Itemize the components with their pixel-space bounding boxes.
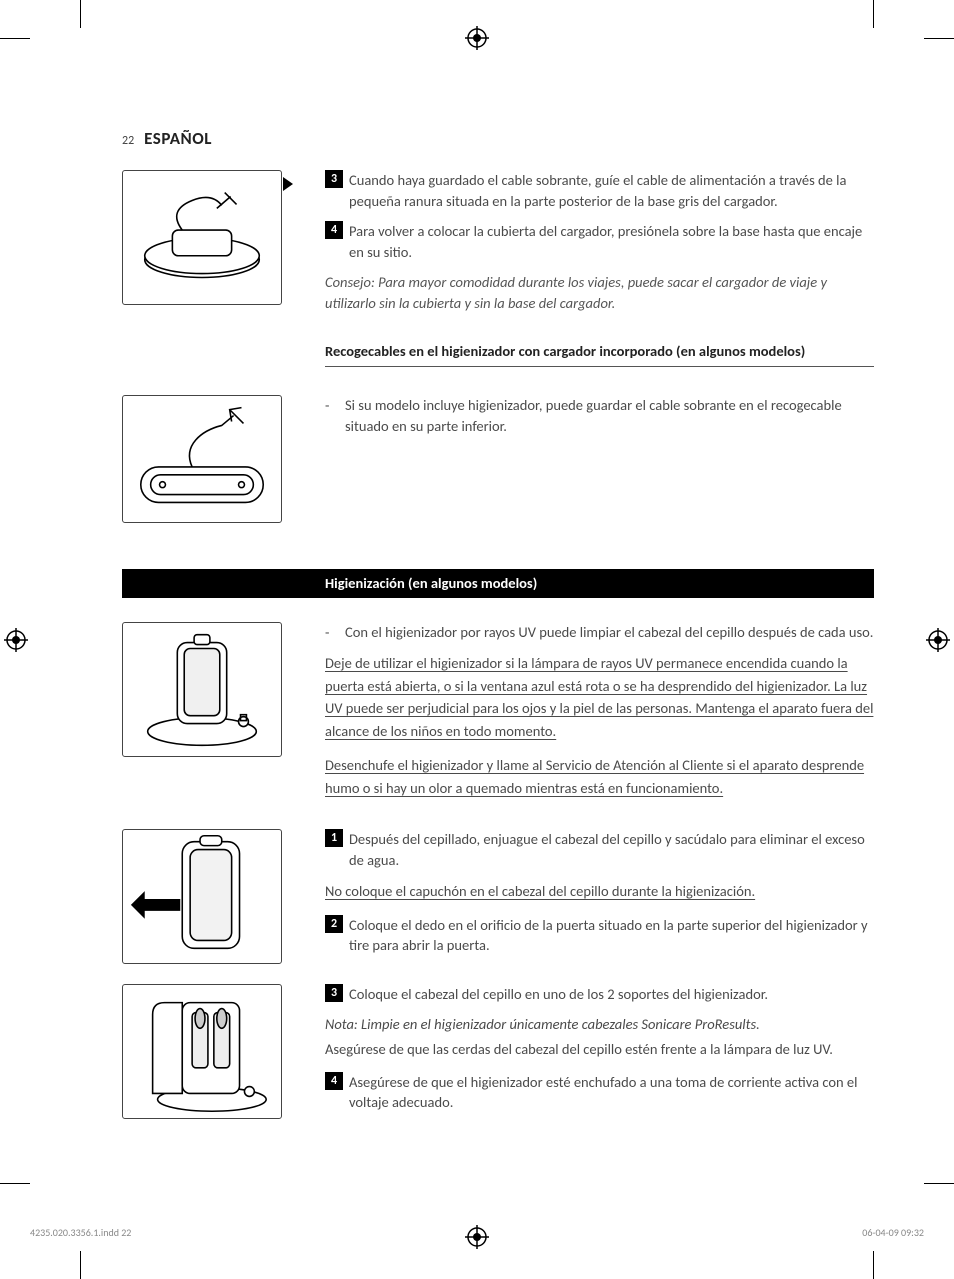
travel-tip: Consejo: Para mayor comodidad durante lo… <box>325 272 874 313</box>
crop-mark <box>873 1251 874 1279</box>
step-text: Coloque el cabezal del cepillo en uno de… <box>349 984 874 1005</box>
section-bar-sanitize: Higienización (en algunos modelos) <box>122 569 874 598</box>
row-sanitizer-closed: - Con el higienizador por rayos UV puede… <box>122 622 874 811</box>
crop-mark <box>0 1183 30 1184</box>
step-text: Para volver a colocar la cubierta del ca… <box>349 221 874 262</box>
page-header: 22 ESPAÑOL <box>122 128 212 149</box>
bullet-text: Con el higienizador por rayos UV puede l… <box>345 622 873 643</box>
footer-date: 06-04-09 09:32 <box>862 1226 924 1239</box>
page-body: 22 ESPAÑOL <box>80 30 874 1249</box>
page-number: 22 <box>122 134 134 148</box>
crop-mark <box>924 1183 954 1184</box>
subhead-cablewrap: Recogecables en el higienizador con carg… <box>325 341 874 367</box>
illustration-charger-cord <box>122 170 282 305</box>
crop-mark <box>924 38 954 39</box>
row-charger-cord: 3 Cuando haya guardado el cable sobrante… <box>122 170 874 377</box>
step-san-4: 4 Asegúrese de que el higienizador esté … <box>325 1072 874 1113</box>
step-number-badge: 1 <box>325 829 343 847</box>
step-text: Asegúrese de que el higienizador esté en… <box>349 1072 874 1113</box>
page-footer: 4235.020.3356.1.indd 22 06-04-09 09:32 <box>30 1226 924 1239</box>
bullet-cablewrap: - Si su modelo incluye higienizador, pue… <box>325 395 874 436</box>
step-text: Después del cepillado, enjuague el cabez… <box>349 829 874 870</box>
illustration-sanitizer-closed <box>122 622 282 757</box>
row-section-bar: Higienización (en algunos modelos) <box>122 541 874 610</box>
warning-smoke: Desenchufe el higienizador y llame al Se… <box>325 754 874 799</box>
illustration-sanitizer-open-arrow <box>122 829 282 964</box>
row-sanitizer-door: 1 Después del cepillado, enjuague el cab… <box>122 829 874 966</box>
crop-mark <box>80 1251 81 1279</box>
crop-mark <box>80 0 81 28</box>
registration-mark-right <box>926 628 950 652</box>
illustration-sanitizer-heads <box>122 984 282 1119</box>
crop-mark <box>0 38 30 39</box>
content-area: 3 Cuando haya guardado el cable sobrante… <box>122 170 874 1141</box>
bullet-uv: - Con el higienizador por rayos UV puede… <box>325 622 874 643</box>
note-bristles: Asegúrese de que las cerdas del cabezal … <box>325 1039 874 1060</box>
step-text: Cuando haya guardado el cable sobrante, … <box>349 170 874 211</box>
row-sanitizer-heads: 3 Coloque el cabezal del cepillo en uno … <box>122 984 874 1123</box>
step-san-3: 3 Coloque el cabezal del cepillo en uno … <box>325 984 874 1005</box>
row-sanitizer-base: - Si su modelo incluye higienizador, pue… <box>122 395 874 523</box>
step-number-badge: 4 <box>325 1072 343 1090</box>
bullet-dash-icon: - <box>325 395 345 436</box>
step-4: 4 Para volver a colocar la cubierta del … <box>325 221 874 262</box>
step-text: Coloque el dedo en el orificio de la pue… <box>349 915 874 956</box>
step-number-badge: 3 <box>325 984 343 1002</box>
note-italic-text: Nota: Limpie en el higienizador únicamen… <box>325 1015 760 1033</box>
crop-mark <box>873 0 874 28</box>
bullet-dash-icon: - <box>325 622 345 643</box>
step-number-badge: 3 <box>325 170 343 188</box>
step-3: 3 Cuando haya guardado el cable sobrante… <box>325 170 874 211</box>
step-number-badge: 4 <box>325 221 343 239</box>
pointer-icon <box>283 177 293 191</box>
language-title: ESPAÑOL <box>144 128 212 149</box>
illustration-sanitizer-base <box>122 395 282 523</box>
registration-mark-left <box>4 628 28 652</box>
note-proresults: Nota: Limpie en el higienizador únicamen… <box>325 1014 874 1035</box>
bullet-text: Si su modelo incluye higienizador, puede… <box>345 395 874 436</box>
step-san-2: 2 Coloque el dedo en el orificio de la p… <box>325 915 874 956</box>
warning-uv-lamp: Deje de utilizar el higienizador si la l… <box>325 652 874 742</box>
step-number-badge: 2 <box>325 915 343 933</box>
warning-cap: No coloque el capuchón en el cabezal del… <box>325 880 874 902</box>
step-san-1: 1 Después del cepillado, enjuague el cab… <box>325 829 874 870</box>
footer-doc-id: 4235.020.3356.1.indd 22 <box>30 1226 131 1239</box>
